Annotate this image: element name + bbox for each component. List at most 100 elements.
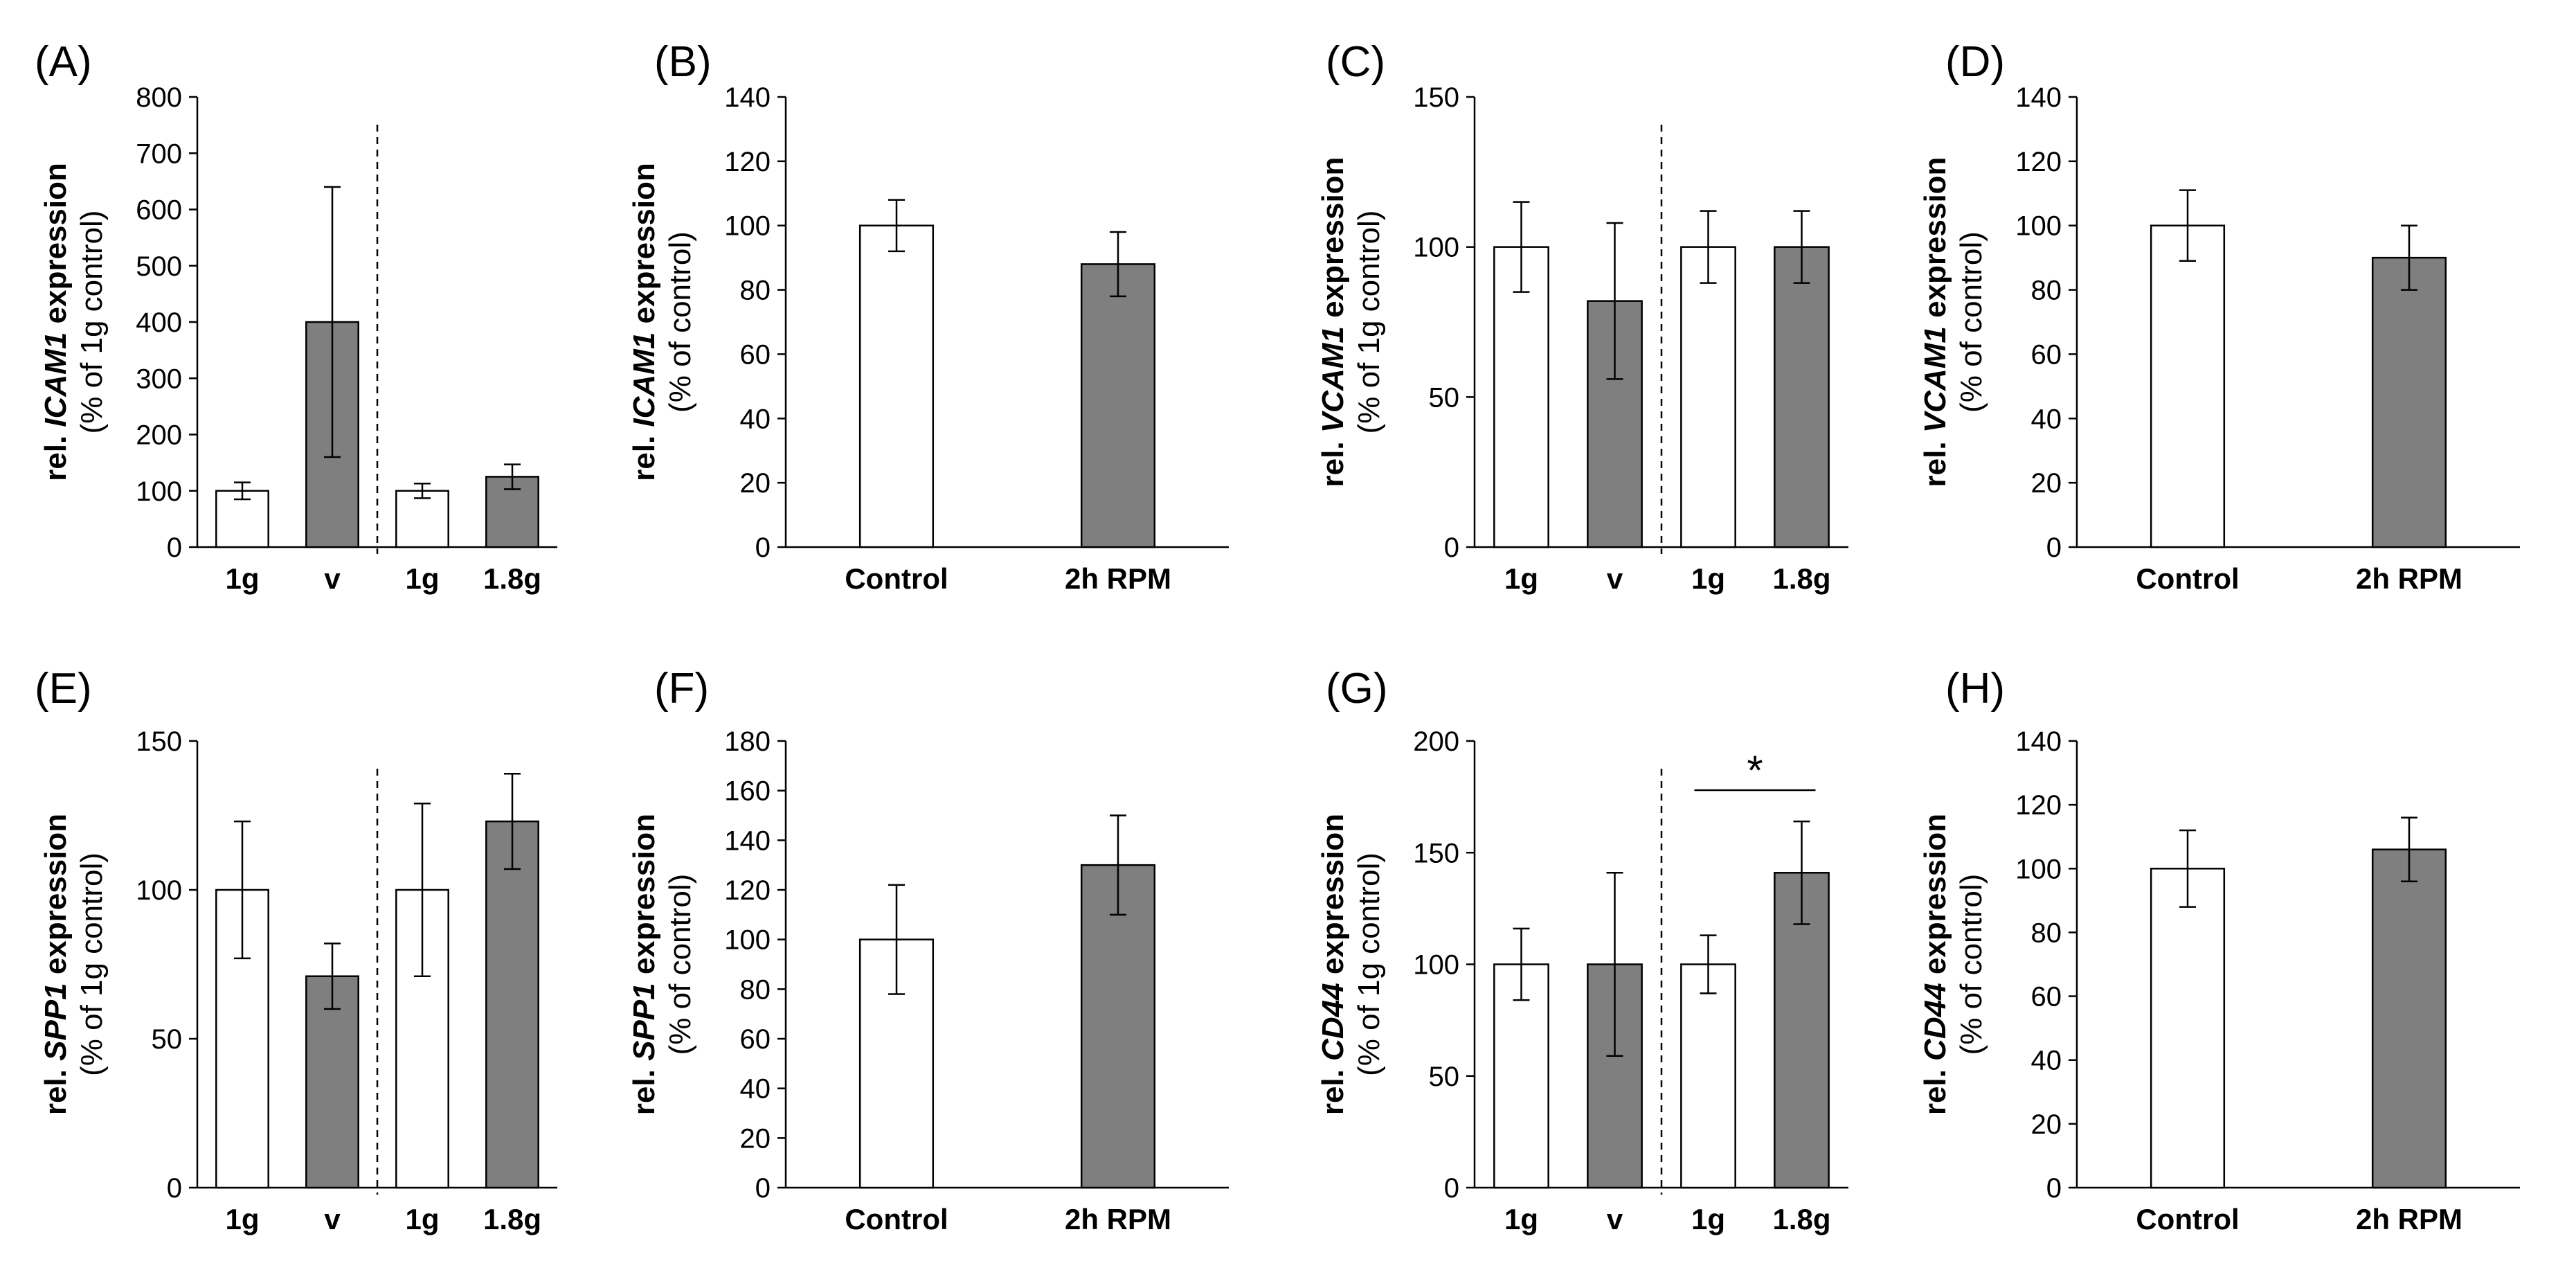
y-axis-label-prefix: rel.	[1316, 433, 1350, 487]
bar	[2371, 848, 2447, 1189]
y-tick-label: 40	[2031, 1046, 2062, 1076]
y-tick-label: 20	[740, 468, 771, 499]
y-axis-sublabel: (% of control)	[663, 231, 697, 413]
y-tick-label: 120	[724, 875, 771, 906]
y-axis-label-gene: VCAM1	[1918, 326, 1952, 433]
y-axis-label-prefix: rel.	[39, 427, 73, 481]
y-axis-label: rel. VCAM1 expression	[1918, 157, 1952, 488]
y-tick-label: 60	[740, 339, 771, 370]
y-tick-label: 0	[2046, 1173, 2062, 1204]
y-tick-label: 140	[724, 82, 771, 113]
y-tick-label: 40	[740, 404, 771, 434]
bar	[485, 820, 539, 1189]
panel-label: (H)	[1945, 665, 2005, 713]
bar	[2150, 868, 2226, 1189]
y-tick-label: 150	[1413, 82, 1459, 113]
y-axis-label-gene: VCAM1	[1316, 326, 1350, 433]
x-tick-label: Control	[845, 562, 948, 595]
y-axis-label-gene: ICAM1	[39, 332, 73, 427]
x-tick-label: 1.8g	[1772, 1203, 1830, 1235]
x-tick-label: 1.8g	[483, 1203, 541, 1235]
y-tick-label: 200	[1413, 726, 1459, 757]
y-tick-label: 20	[2031, 1109, 2062, 1140]
y-tick-label: 150	[1413, 838, 1459, 868]
bar	[1493, 246, 1549, 548]
x-tick-label: 2h RPM	[2356, 1203, 2462, 1235]
y-axis-label-gene: SPP1	[627, 983, 661, 1061]
y-axis-label-prefix: rel.	[39, 1061, 73, 1115]
bar	[305, 975, 359, 1189]
y-tick-label: 100	[136, 476, 182, 507]
y-tick-label: 700	[136, 139, 182, 169]
y-axis-label-gene: CD44	[1316, 983, 1350, 1061]
panel-h: (H) 0 20 40 60 80 100 120 140 rel. CD44 expressio…	[1918, 665, 2520, 1235]
y-axis-label: rel. CD44 expression	[1918, 814, 1952, 1115]
y-axis-label-suffix: expression	[1918, 157, 1952, 327]
y-tick-label: 100	[2015, 854, 2062, 884]
bar	[1080, 263, 1156, 548]
y-tick-label: 80	[740, 974, 771, 1005]
y-axis-sublabel: (% of control)	[663, 874, 697, 1055]
bar	[1680, 246, 1736, 548]
y-tick-label: 60	[740, 1024, 771, 1055]
y-tick-label: 0	[167, 1173, 182, 1204]
y-axis-label-suffix: expression	[1316, 157, 1350, 327]
y-tick-label: 100	[724, 925, 771, 956]
y-tick-label: 120	[2015, 790, 2062, 821]
y-axis-label-prefix: rel.	[627, 1061, 661, 1115]
panel-c: (C) 0 50 100 150 rel. VCAM1 expression (% of 1…	[1316, 38, 1848, 595]
bar	[1680, 963, 1736, 1189]
y-tick-label: 80	[2031, 276, 2062, 306]
y-axis-sublabel: (% of 1g control)	[1352, 852, 1386, 1076]
y-tick-label: 0	[755, 1173, 771, 1204]
bar	[2371, 256, 2447, 548]
y-tick-label: 500	[136, 251, 182, 282]
y-axis-sublabel: (% of 1g control)	[75, 211, 109, 434]
bar	[1080, 864, 1156, 1189]
y-tick-label: 400	[136, 307, 182, 338]
bar	[2150, 224, 2226, 548]
y-tick-label: 60	[2031, 982, 2062, 1012]
y-axis-label-suffix: expression	[39, 814, 73, 983]
y-tick-label: 100	[1413, 950, 1459, 981]
x-tick-label: 1g	[405, 1203, 439, 1235]
x-tick-label: 2h RPM	[1065, 562, 1171, 595]
y-tick-label: 0	[1444, 1173, 1459, 1204]
y-tick-label: 140	[724, 825, 771, 856]
x-tick-label: 1g	[405, 562, 439, 595]
significance-label: *	[1747, 747, 1763, 794]
y-tick-label: 0	[167, 533, 182, 563]
y-tick-label: 800	[136, 82, 182, 113]
x-tick-label: 1.8g	[1772, 562, 1830, 595]
y-axis-label: rel. CD44 expression	[1316, 814, 1350, 1115]
y-tick-label: 20	[740, 1123, 771, 1154]
x-tick-label: Control	[845, 1203, 948, 1235]
y-axis-label-suffix: expression	[1316, 814, 1350, 983]
x-tick-label: 1g	[225, 562, 259, 595]
panel-label: (E)	[35, 665, 92, 713]
y-axis-label-gene: CD44	[1918, 983, 1952, 1061]
y-axis-label-gene: ICAM1	[627, 332, 661, 427]
x-tick-label: 1g	[1691, 562, 1725, 595]
y-tick-label: 100	[724, 211, 771, 242]
panel-label: (A)	[35, 38, 92, 86]
x-tick-label: v	[1607, 1203, 1623, 1235]
y-axis-label: rel. ICAM1 expression	[39, 163, 73, 481]
y-tick-label: 120	[2015, 147, 2062, 177]
panel-b: (B) 0 20 40 60 80 100 120 140 rel. ICAM1 expressi…	[627, 38, 1229, 595]
bar	[858, 224, 935, 548]
y-tick-label: 50	[152, 1024, 183, 1055]
panel-label: (G)	[1326, 665, 1388, 713]
bar	[1774, 246, 1830, 548]
panel-g: (G) 0 50 100 150 200 rel. CD44 expression (% of…	[1316, 665, 1848, 1235]
y-tick-label: 300	[136, 364, 182, 394]
y-axis-sublabel: (% of control)	[1954, 231, 1988, 413]
y-axis-label-prefix: rel.	[1918, 433, 1952, 487]
y-axis-label: rel. SPP1 expression	[39, 814, 73, 1115]
y-tick-label: 180	[724, 726, 771, 757]
panel-label: (D)	[1945, 38, 2005, 86]
x-tick-label: 1g	[1504, 1203, 1538, 1235]
y-tick-label: 160	[724, 776, 771, 807]
y-axis-label-suffix: expression	[1918, 814, 1952, 983]
